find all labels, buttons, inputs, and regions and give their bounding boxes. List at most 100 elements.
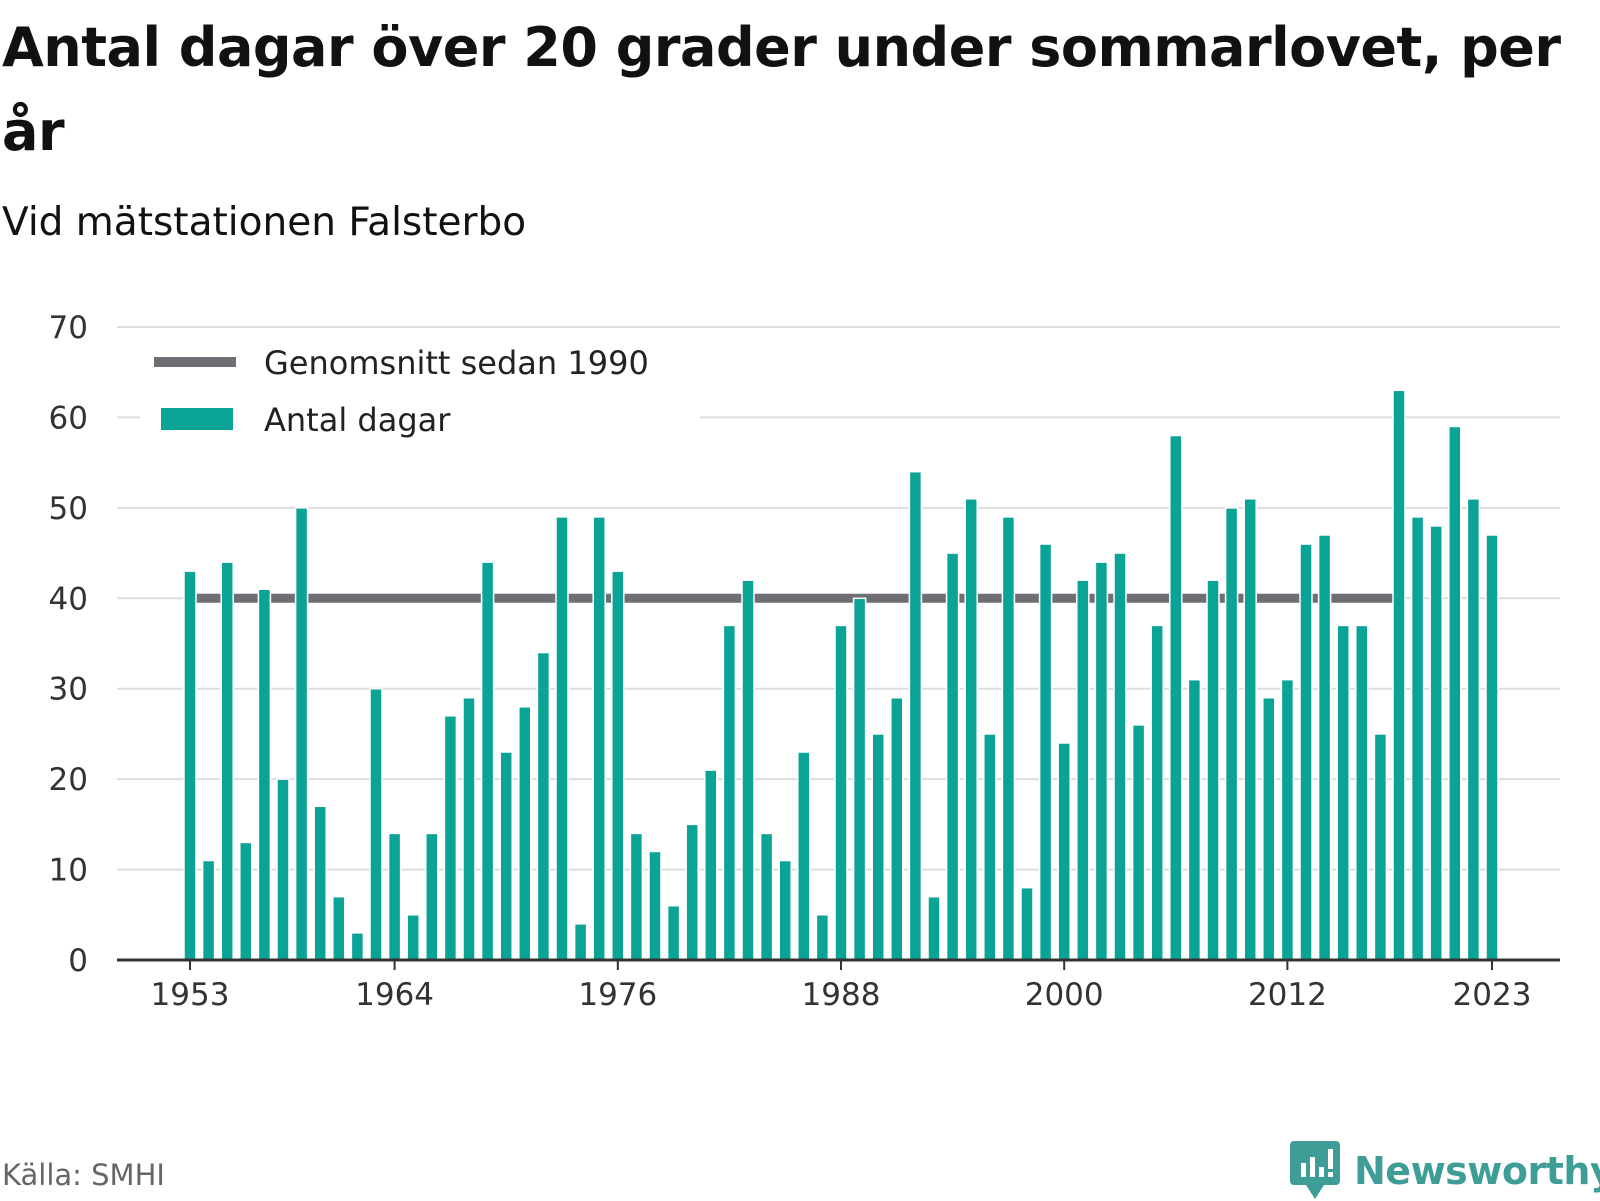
bar-1983: [741, 579, 755, 961]
bar-1995: [964, 498, 978, 961]
bar-1971: [518, 706, 532, 961]
bar-1962: [350, 932, 365, 961]
bar-2006: [1169, 434, 1183, 961]
bar-1990: [871, 733, 885, 961]
bar-2004: [1131, 724, 1146, 961]
y-tick-label-20: 20: [49, 762, 88, 798]
bar-1986: [797, 751, 811, 961]
bar-1988: [834, 624, 848, 961]
bar-1954: [201, 859, 216, 961]
bar-2015: [1336, 624, 1350, 961]
bar-2016: [1355, 624, 1369, 961]
brand-logo: Newsworthy: [1290, 1141, 1600, 1200]
bar-1982: [722, 624, 737, 961]
y-tick-label-0: 0: [68, 943, 88, 979]
y-tick-label-40: 40: [49, 581, 88, 617]
bar-1998: [1020, 886, 1034, 961]
bar-1999: [1038, 543, 1053, 961]
x-tick-label-1964: 1964: [355, 977, 434, 1013]
y-tick-label-10: 10: [49, 853, 88, 889]
bar-1992: [908, 470, 923, 961]
bar-1970: [499, 751, 513, 961]
bar-1953: [183, 570, 197, 961]
bar-1993: [927, 895, 941, 961]
bar-1987: [815, 914, 830, 961]
legend-label-bars: Antal dagar: [264, 401, 451, 439]
bar-1976: [611, 570, 625, 961]
x-tick-label-2023: 2023: [1453, 977, 1532, 1013]
bar-1967: [443, 715, 458, 961]
x-axis-ticks: 1953 1964 1976 1988 2000 2012 2023: [151, 960, 1532, 1013]
x-tick-label-2012: 2012: [1248, 977, 1327, 1013]
legend-label-average: Genomsnitt sedan 1990: [264, 344, 649, 382]
bar-1965: [406, 914, 420, 961]
bar-2003: [1113, 552, 1127, 961]
bar-1997: [1001, 516, 1016, 961]
bar-1991: [890, 697, 904, 961]
bar-2020: [1429, 525, 1443, 961]
bar-1958: [276, 778, 290, 961]
chart-subtitle: Vid mätstationen Falsterbo: [2, 200, 527, 245]
bar-1989: [852, 597, 867, 961]
bar-chart: 0 10 20 30 40 50 60 70 1953 1964 1976 1988 2000 2012…: [49, 310, 1560, 1013]
bar-2008: [1206, 579, 1220, 961]
bar-1955: [220, 561, 234, 961]
bar-2001: [1076, 579, 1090, 961]
brand-name: Newsworthy: [1354, 1149, 1600, 1193]
bar-1961: [332, 895, 346, 961]
bar-1980: [685, 823, 699, 961]
bar-2011: [1262, 697, 1276, 961]
bar-2007: [1187, 678, 1202, 961]
bar-1972: [536, 651, 551, 961]
bar-1963: [369, 687, 383, 961]
bar-1994: [945, 552, 960, 961]
bar-1977: [629, 832, 644, 961]
bars: [183, 389, 1499, 961]
bar-1996: [983, 733, 997, 961]
bar-1974: [573, 923, 588, 961]
bar-2013: [1299, 543, 1313, 961]
bar-1959: [294, 507, 309, 961]
y-tick-label-70: 70: [49, 310, 88, 346]
bar-1969: [480, 561, 495, 961]
bar-1978: [648, 850, 662, 961]
bar-2019: [1410, 516, 1425, 961]
bar-2000: [1057, 742, 1071, 961]
bar-1979: [666, 904, 681, 961]
y-tick-label-30: 30: [49, 672, 88, 708]
bar-2022: [1466, 498, 1481, 961]
x-tick-label-1953: 1953: [151, 977, 230, 1013]
bar-2018: [1392, 389, 1406, 961]
bar-2010: [1243, 498, 1257, 961]
bar-2014: [1317, 534, 1332, 961]
y-tick-label-60: 60: [49, 400, 88, 436]
bar-1966: [425, 832, 439, 961]
bar-1957: [257, 588, 272, 961]
bar-1960: [313, 805, 327, 961]
bar-1975: [592, 516, 606, 961]
bar-1956: [239, 841, 253, 961]
bar-2017: [1373, 733, 1388, 961]
y-axis-ticks: 0 10 20 30 40 50 60 70: [49, 310, 88, 979]
x-tick-label-1976: 1976: [578, 977, 657, 1013]
legend-bars-swatch: [161, 408, 233, 430]
bar-2021: [1448, 425, 1462, 961]
legend: Genomsnitt sedan 1990 Antal dagar: [140, 342, 700, 439]
bar-2002: [1094, 561, 1109, 961]
bar-2005: [1150, 624, 1164, 961]
bar-1985: [778, 859, 792, 961]
x-tick-label-1988: 1988: [802, 977, 881, 1013]
bar-2012: [1280, 678, 1295, 961]
bar-1981: [704, 769, 718, 961]
source-note: Källa: SMHI: [2, 1158, 165, 1192]
bar-2023: [1485, 534, 1499, 961]
chart-title: Antal dagar över 20 grader under sommarl…: [2, 16, 1561, 163]
bar-1984: [759, 832, 774, 961]
bar-2009: [1224, 507, 1239, 961]
bar-1968: [462, 697, 476, 961]
bar-1973: [555, 516, 569, 961]
bar-1964: [387, 832, 402, 961]
y-tick-label-50: 50: [49, 491, 88, 527]
newsworthy-logo-icon: [1290, 1141, 1340, 1199]
x-tick-label-2000: 2000: [1025, 977, 1104, 1013]
